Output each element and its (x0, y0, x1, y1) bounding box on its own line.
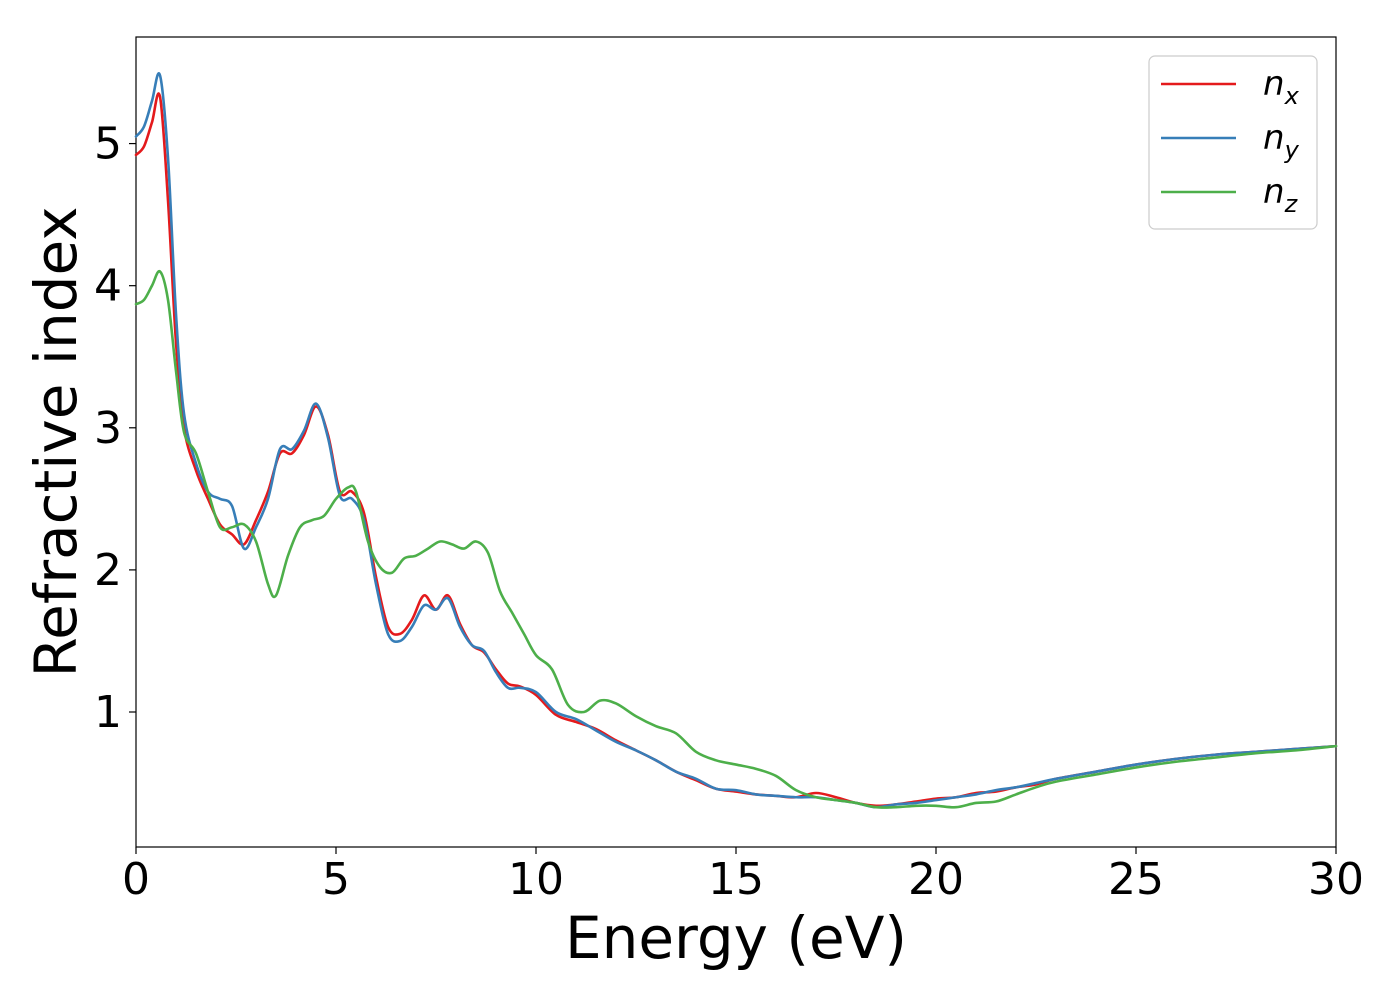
x-tick-label: 25 (1108, 854, 1164, 905)
legend: nx ny nz (1148, 55, 1318, 230)
y-tick-label: 1 (94, 687, 122, 738)
y-axis-ticks: 1 2 3 4 5 (94, 119, 136, 738)
legend-label-x: nx (1263, 64, 1300, 110)
x-tick-label: 0 (122, 854, 150, 905)
y-tick-label: 2 (94, 545, 122, 596)
x-tick-label: 30 (1308, 854, 1364, 905)
legend-label-z: nz (1263, 172, 1299, 218)
y-axis-title: Refractive index (22, 206, 90, 677)
y-tick-label: 3 (94, 403, 122, 454)
y-tick-label: 5 (94, 119, 122, 170)
plot-area (134, 36, 1338, 848)
series-line-z (134, 269, 1338, 809)
legend-label-y: ny (1263, 118, 1300, 164)
x-axis-title: Energy (eV) (565, 904, 907, 972)
series-line-y (134, 72, 1338, 809)
series-layer (134, 72, 1338, 809)
x-tick-label: 15 (708, 854, 764, 905)
y-tick-label: 4 (94, 261, 122, 312)
x-tick-label: 10 (508, 854, 564, 905)
x-tick-label: 20 (908, 854, 964, 905)
plot-frame (135, 36, 1337, 848)
legend-frame (1148, 55, 1318, 230)
x-tick-label: 5 (322, 854, 350, 905)
x-axis-ticks: 0 5 10 15 20 25 30 (122, 847, 1364, 905)
